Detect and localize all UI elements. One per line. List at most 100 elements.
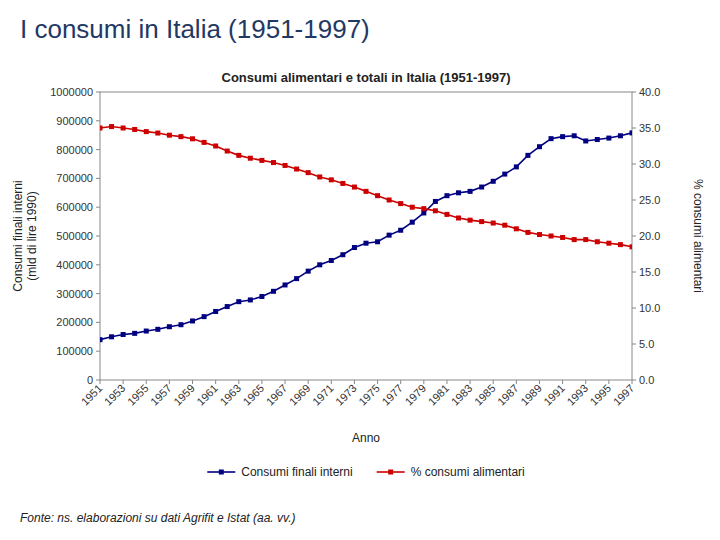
x-tick-label: 1953: [102, 382, 128, 408]
y-tick: [96, 92, 100, 93]
x-tick: [331, 380, 332, 384]
marker: [444, 193, 449, 198]
marker: [271, 160, 276, 165]
marker: [595, 239, 600, 244]
x-tick-label: 1997: [611, 382, 637, 408]
x-tick: [215, 380, 216, 384]
x-tick: [400, 380, 401, 384]
marker: [375, 193, 380, 198]
x-tick-label: 1983: [449, 382, 475, 408]
marker: [618, 133, 623, 138]
x-tick-label: 1957: [148, 382, 174, 408]
data: [100, 124, 632, 342]
marker: [248, 156, 253, 161]
series: [100, 124, 632, 249]
y2-tick: [632, 308, 636, 309]
x-tick: [146, 380, 147, 384]
marker: [121, 332, 126, 337]
y2-axis-label: % consumi alimentari: [691, 179, 705, 293]
x-tick-label: 1987: [495, 382, 521, 408]
marker: [144, 129, 149, 134]
x-tick: [423, 380, 424, 384]
y2-axis: 0.05.010.015.020.025.030.035.040.0% cons…: [632, 86, 705, 386]
marker: [398, 201, 403, 206]
x-tick: [539, 380, 540, 384]
marker: [583, 138, 588, 143]
legend-item: % consumi alimentari: [377, 465, 525, 479]
y2-tick: [632, 200, 636, 201]
marker: [421, 210, 426, 215]
marker: [294, 167, 299, 172]
x-tick: [493, 380, 494, 384]
marker: [387, 233, 392, 238]
marker: [606, 136, 611, 141]
y2-tick: [632, 128, 636, 129]
marker: [606, 241, 611, 246]
marker: [491, 221, 496, 226]
chart: I consumi in Italia (1951-1997) Consumi a…: [0, 0, 720, 540]
y2-tick-label: 25.0: [639, 194, 660, 206]
x-tick: [632, 380, 633, 384]
marker: [618, 242, 623, 247]
y-tick-label: 500000: [56, 230, 93, 242]
legend-marker: [388, 470, 393, 475]
x-tick-label: 1973: [333, 382, 359, 408]
x-tick-label: 1995: [587, 382, 613, 408]
legend: Consumi finali interni % consumi alimenta…: [207, 465, 524, 479]
x-tick-label: 1993: [564, 382, 590, 408]
marker: [352, 245, 357, 250]
marker: [583, 237, 588, 242]
marker: [630, 130, 633, 135]
x-tick-label: 1961: [194, 382, 220, 408]
marker: [572, 133, 577, 138]
x-tick: [585, 380, 586, 384]
marker: [479, 185, 484, 190]
y-tick-label: 200000: [56, 316, 93, 328]
marker: [132, 127, 137, 132]
marker: [340, 252, 345, 257]
marker: [317, 174, 322, 179]
marker: [352, 185, 357, 190]
x-tick-label: 1977: [379, 382, 405, 408]
marker: [236, 153, 241, 158]
marker: [514, 226, 519, 231]
line: [100, 133, 632, 340]
marker: [421, 206, 426, 211]
marker: [560, 235, 565, 240]
marker: [317, 262, 322, 267]
x-tick-label: 1967: [264, 382, 290, 408]
y-tick: [96, 322, 100, 323]
marker: [502, 172, 507, 177]
marker: [213, 309, 218, 314]
marker: [398, 228, 403, 233]
x-tick: [285, 380, 286, 384]
marker: [294, 276, 299, 281]
x-tick: [308, 380, 309, 384]
y2-tick-label: 30.0: [639, 158, 660, 170]
y-tick: [96, 149, 100, 150]
x-tick-label: 1991: [541, 382, 567, 408]
y-tick-label: 100000: [56, 345, 93, 357]
title: I consumi in Italia (1951-1997): [20, 14, 370, 44]
x-tick: [377, 380, 378, 384]
x-tick-label: 1985: [472, 382, 498, 408]
y-tick: [96, 380, 100, 381]
marker: [190, 318, 195, 323]
legend-label: Consumi finali interni: [241, 465, 352, 479]
marker: [202, 314, 207, 319]
marker: [329, 258, 334, 263]
marker: [537, 144, 542, 149]
x-tick: [446, 380, 447, 384]
y-tick: [96, 236, 100, 237]
y2-tick: [632, 380, 636, 381]
x-tick-label: 1971: [310, 382, 336, 408]
x-tick: [169, 380, 170, 384]
y2-tick: [632, 92, 636, 93]
x-tick: [261, 380, 262, 384]
subtitle: Consumi alimentari e totali in Italia (1…: [222, 70, 511, 85]
y-tick-label: 400000: [56, 259, 93, 271]
y2-tick: [632, 344, 636, 345]
y2-tick-label: 10.0: [639, 302, 660, 314]
source-note: Fonte: ns. elaborazioni su dati Agrifit …: [20, 511, 295, 525]
x-tick: [516, 380, 517, 384]
